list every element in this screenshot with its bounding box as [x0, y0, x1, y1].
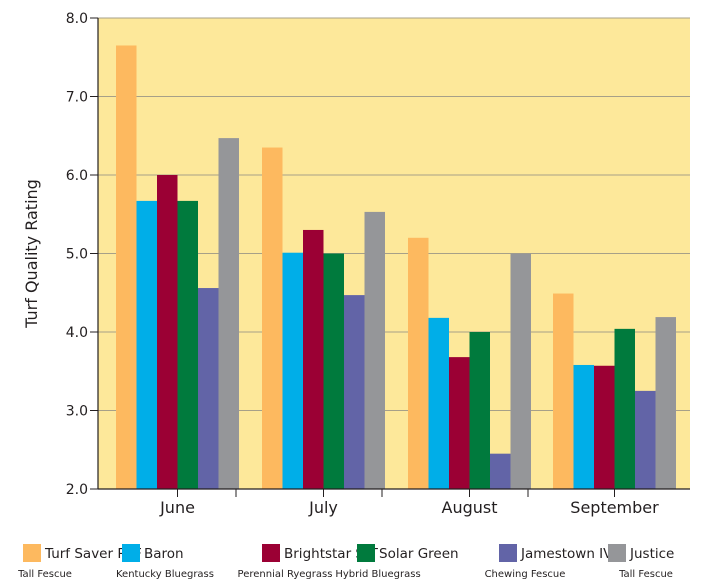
legend-sublabel: Perennial Ryegrass: [238, 569, 333, 580]
legend-sublabel: Kentucky Bluegrass: [116, 569, 214, 580]
y-tick-label: 6.0: [66, 168, 88, 184]
y-tick-label: 4.0: [66, 325, 88, 341]
legend-sublabel: Tall Fescue: [17, 569, 72, 580]
bar: [655, 317, 676, 489]
legend-swatch: [122, 544, 140, 562]
bar: [449, 357, 470, 489]
bar: [262, 147, 283, 489]
x-category-label: July: [308, 498, 338, 517]
x-category-label: September: [570, 498, 659, 517]
legend-label: Baron: [144, 546, 184, 562]
y-tick-label: 2.0: [66, 482, 88, 498]
legend-swatch: [608, 544, 626, 562]
legend-label: Justice: [629, 546, 674, 562]
legend-label: Jamestown IV: [520, 546, 613, 562]
bar: [408, 237, 429, 489]
bar: [469, 332, 490, 489]
bar: [614, 328, 635, 489]
legend-sublabel: Chewing Fescue: [485, 569, 566, 580]
bar: [573, 364, 594, 489]
legend-swatch: [357, 544, 375, 562]
bar: [136, 200, 157, 489]
y-tick-label: 5.0: [66, 247, 88, 263]
legend-swatch: [262, 544, 280, 562]
bar: [198, 288, 219, 489]
legend-swatch: [23, 544, 41, 562]
bar: [116, 45, 137, 489]
bar: [635, 390, 656, 489]
x-category-label: August: [442, 498, 498, 517]
y-axis-label: Turf Quality Rating: [22, 179, 41, 329]
bar: [510, 253, 531, 489]
y-tick-label: 8.0: [66, 11, 88, 27]
legend-label: Brightstar SLT: [284, 546, 379, 562]
legend-label: Solar Green: [379, 546, 459, 562]
bar: [428, 317, 449, 489]
bar: [218, 138, 239, 490]
bar: [553, 293, 574, 489]
legend-swatch: [499, 544, 517, 562]
x-category-label: June: [159, 498, 195, 517]
legend-label: Turf Saver RTF: [44, 546, 142, 562]
bar: [303, 229, 324, 489]
legend-sublabel: Hybrid Bluegrass: [335, 569, 420, 580]
bar: [490, 453, 511, 489]
bar: [344, 295, 365, 489]
bar: [364, 211, 385, 489]
y-tick-label: 7.0: [66, 90, 88, 106]
y-tick-label: 3.0: [66, 404, 88, 420]
legend-sublabel: Tall Fescue: [618, 569, 673, 580]
bar: [177, 200, 198, 489]
bar: [157, 175, 178, 489]
bar: [282, 252, 303, 489]
bar: [323, 253, 344, 489]
bar: [594, 365, 615, 489]
